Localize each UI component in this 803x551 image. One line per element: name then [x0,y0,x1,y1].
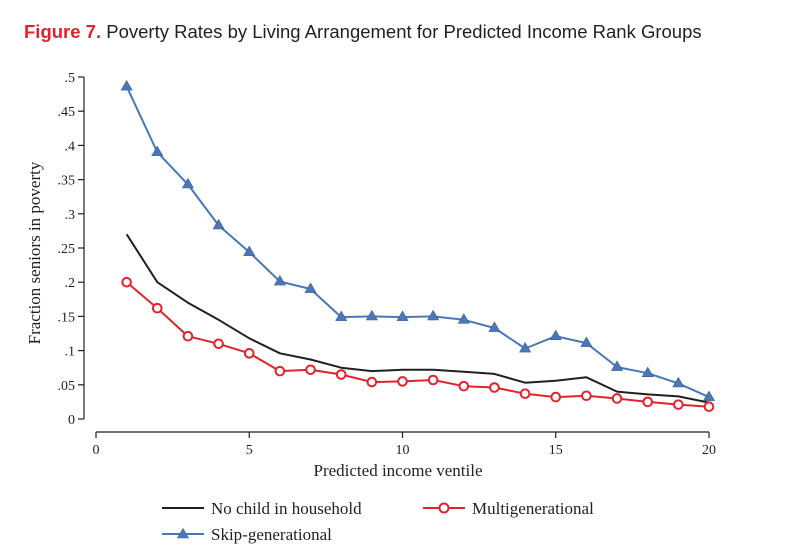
legend-label-multigenerational: Multigenerational [472,499,594,518]
data-point-skip-generational [181,177,194,189]
y-axis-label: Fraction seniors in poverty [25,161,44,344]
data-point-multigenerational [182,330,194,342]
legend-triangle-marker [176,527,190,539]
legend-item-no-child: No child in household [162,499,362,518]
data-point-multigenerational [243,348,255,359]
series-markers [120,79,716,412]
x-axis-ticks: 0 5 10 15 20 [93,432,716,458]
x-axis-label: Predicted income ventile [314,461,483,480]
data-point-skip-generational [365,309,378,321]
data-point-skip-generational [580,336,593,347]
data-point-multigenerational [305,364,316,376]
y-tick-label: .05 [58,379,76,394]
data-point-skip-generational [488,321,501,332]
figure-title: Figure 7. Poverty Rates by Living Arrang… [24,21,702,43]
y-tick-label: .5 [65,71,76,86]
y-tick-label: .45 [58,105,76,120]
data-point-multigenerational [489,382,500,393]
legend-label-skip-generational: Skip-generational [211,525,332,544]
x-tick-label: 5 [246,443,253,458]
data-point-multigenerational [152,302,163,314]
data-point-skip-generational [427,309,440,321]
y-tick-label: 0 [68,413,75,428]
legend-circle-marker [438,502,450,514]
data-point-multigenerational [611,393,623,404]
legend-label-no-child: No child in household [211,499,362,518]
data-point-multigenerational [642,396,654,408]
data-point-multigenerational [581,390,592,402]
data-point-skip-generational [396,310,409,321]
series-lines [125,86,710,408]
chart-axes [83,77,709,433]
legend: No child in household Multigenerational … [162,499,594,544]
x-tick-label: 15 [549,443,563,458]
data-point-skip-generational [212,218,225,230]
data-point-multigenerational [274,365,286,377]
y-tick-label: .35 [58,174,76,189]
figure-caption: Poverty Rates by Living Arrangement for … [106,21,702,42]
data-point-multigenerational [397,376,408,387]
series-line-skip-generational [125,86,710,399]
data-point-skip-generational [457,313,470,324]
x-tick-label: 0 [93,443,100,458]
data-point-multigenerational [703,401,715,412]
data-point-multigenerational [427,374,439,386]
data-point-skip-generational [304,282,317,293]
legend-item-skip-generational: Skip-generational [162,525,332,544]
y-tick-label: .15 [58,310,76,325]
data-point-skip-generational [519,341,532,353]
y-axis-ticks: 0 .05 .1 .15 .2 .25 .3 .35 .4 .45 .5 [58,71,84,428]
x-tick-label: 10 [396,443,410,458]
y-tick-label: .3 [65,208,76,223]
x-tick-label: 20 [702,443,716,458]
data-point-skip-generational [672,376,685,388]
y-tick-label: .4 [65,139,76,154]
data-point-skip-generational [641,366,654,377]
data-point-skip-generational [151,145,164,157]
series-line-no-child-in-household [125,233,710,404]
data-point-skip-generational [702,390,716,401]
data-point-skip-generational [335,310,348,321]
data-point-multigenerational [121,276,132,288]
y-tick-label: .2 [65,276,76,291]
y-tick-label: .25 [58,242,76,257]
data-point-multigenerational [519,388,531,399]
data-point-skip-generational [243,245,256,256]
y-tick-label: .1 [65,345,76,360]
data-point-skip-generational [120,79,133,91]
data-point-skip-generational [273,274,286,286]
figure-number: Figure 7. [24,21,102,42]
data-point-multigenerational [335,369,347,380]
data-point-multigenerational [550,391,562,403]
data-point-skip-generational [549,329,562,341]
data-point-multigenerational [673,399,684,410]
legend-item-multigenerational: Multigenerational [423,499,594,518]
data-point-multigenerational [458,380,470,392]
data-point-multigenerational [366,376,378,388]
data-point-skip-generational [611,360,624,371]
data-point-multigenerational [213,338,224,350]
